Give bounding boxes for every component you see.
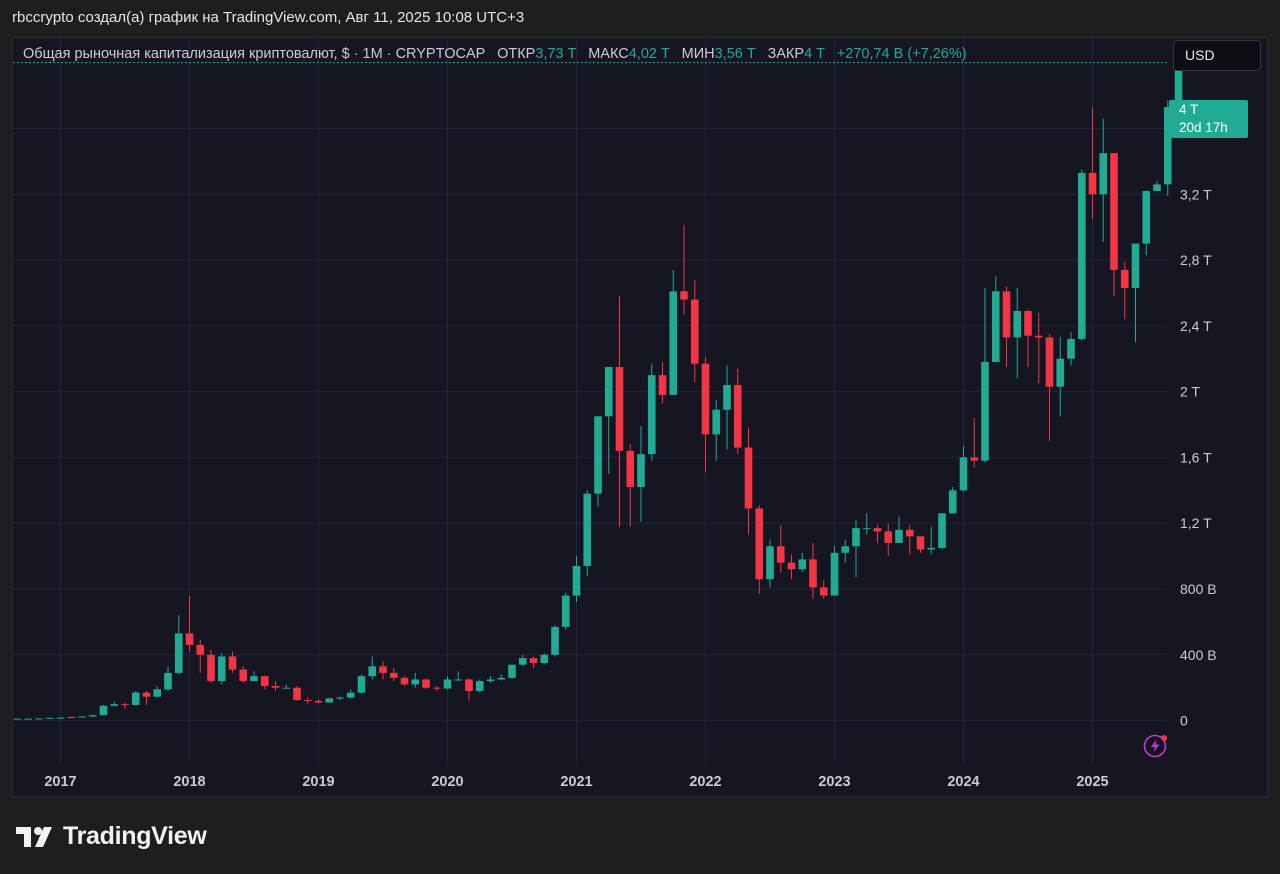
legend-title: Общая рыночная капитализация криптовалют… [23,46,486,62]
tradingview-logo-icon [16,826,52,847]
brand-name: TradingView [63,822,207,850]
legend-low-label: МИН [681,46,715,62]
chart-attribution: rbccrypto создал(а) график на TradingVie… [12,9,525,26]
legend-change: +270,74 B (+7,26%) [836,46,967,62]
brand: TradingView [16,822,207,851]
legend-high-value: 4,02 T [628,46,670,62]
legend-close-label: ЗАКР [767,46,805,62]
legend-high-label: МАКС [588,46,629,62]
currency-button[interactable]: USD [1173,40,1261,71]
legend-open-value: 3,73 T [535,46,577,62]
series-legend: Общая рыночная капитализация криптовалют… [23,46,967,62]
legend-close-value: 4 T [804,46,825,62]
lightning-icon[interactable] [1141,731,1171,761]
legend-low-value: 3,56 T [714,46,756,62]
legend-open-label: ОТКР [497,46,536,62]
chart-frame[interactable] [12,37,1268,797]
